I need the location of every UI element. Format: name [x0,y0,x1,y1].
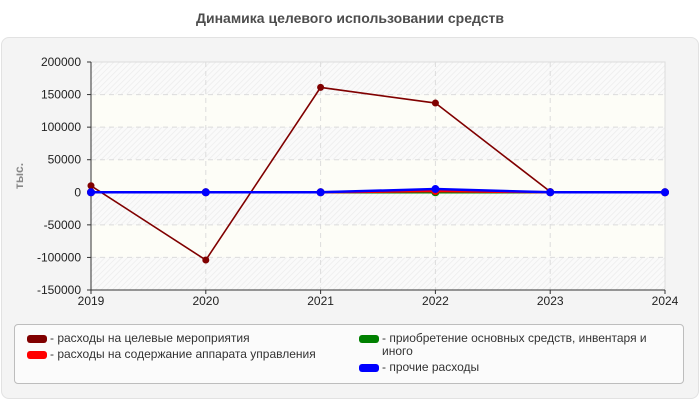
svg-text:200000: 200000 [41,55,81,69]
legend-item-target-events: - расходы на целевые мероприятия [27,332,250,345]
svg-text:2023: 2023 [537,294,564,308]
svg-text:2019: 2019 [78,294,105,308]
legend-swatch-blue [359,364,379,372]
y-axis-label: тыс. [12,163,26,189]
legend-swatch-maroon [27,335,47,343]
legend-item-admin-costs: - расходы на содержание аппарата управле… [27,348,316,361]
svg-text:2024: 2024 [652,294,679,308]
svg-text:100000: 100000 [41,120,81,134]
svg-text:0: 0 [74,185,81,199]
legend-item-fixed-assets: - приобретение основных средств, инвента… [359,332,679,358]
legend-swatch-red [27,351,47,359]
plot-area [90,61,666,291]
svg-text:-150000: -150000 [37,283,81,297]
legend: - расходы на целевые мероприятия - расхо… [14,324,684,384]
svg-text:2020: 2020 [192,294,219,308]
svg-text:50000: 50000 [48,153,82,167]
legend-item-other-expenses: - прочие расходы [359,361,479,374]
line-chart: 200000 150000 100000 50000 0 -50000 -100000 -15… [12,55,679,308]
svg-text:-100000: -100000 [37,250,81,264]
legend-swatch-green [359,335,379,343]
chart-title: Динамика целевого использовании средств [196,10,504,26]
svg-text:2022: 2022 [422,294,449,308]
svg-text:2021: 2021 [307,294,334,308]
svg-text:-50000: -50000 [44,218,82,232]
axes: 200000 150000 100000 50000 0 -50000 -100000 -15… [37,55,679,308]
series-3 [87,185,669,197]
data-series [87,83,669,264]
svg-text:150000: 150000 [41,88,81,102]
